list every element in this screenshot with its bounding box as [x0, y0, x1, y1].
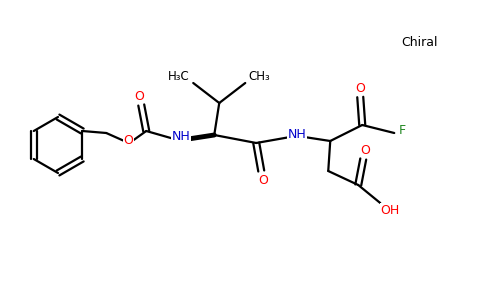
Text: NH: NH — [288, 128, 307, 142]
Text: F: F — [399, 124, 406, 137]
Text: H₃C: H₃C — [168, 70, 190, 83]
Text: Chiral: Chiral — [402, 35, 438, 49]
Text: OH: OH — [380, 203, 400, 217]
Text: CH₃: CH₃ — [248, 70, 270, 83]
Text: NH: NH — [172, 130, 191, 143]
Text: O: O — [355, 82, 365, 94]
Text: O: O — [135, 89, 144, 103]
Text: O: O — [360, 143, 370, 157]
Text: O: O — [258, 173, 268, 187]
Text: O: O — [123, 134, 133, 146]
